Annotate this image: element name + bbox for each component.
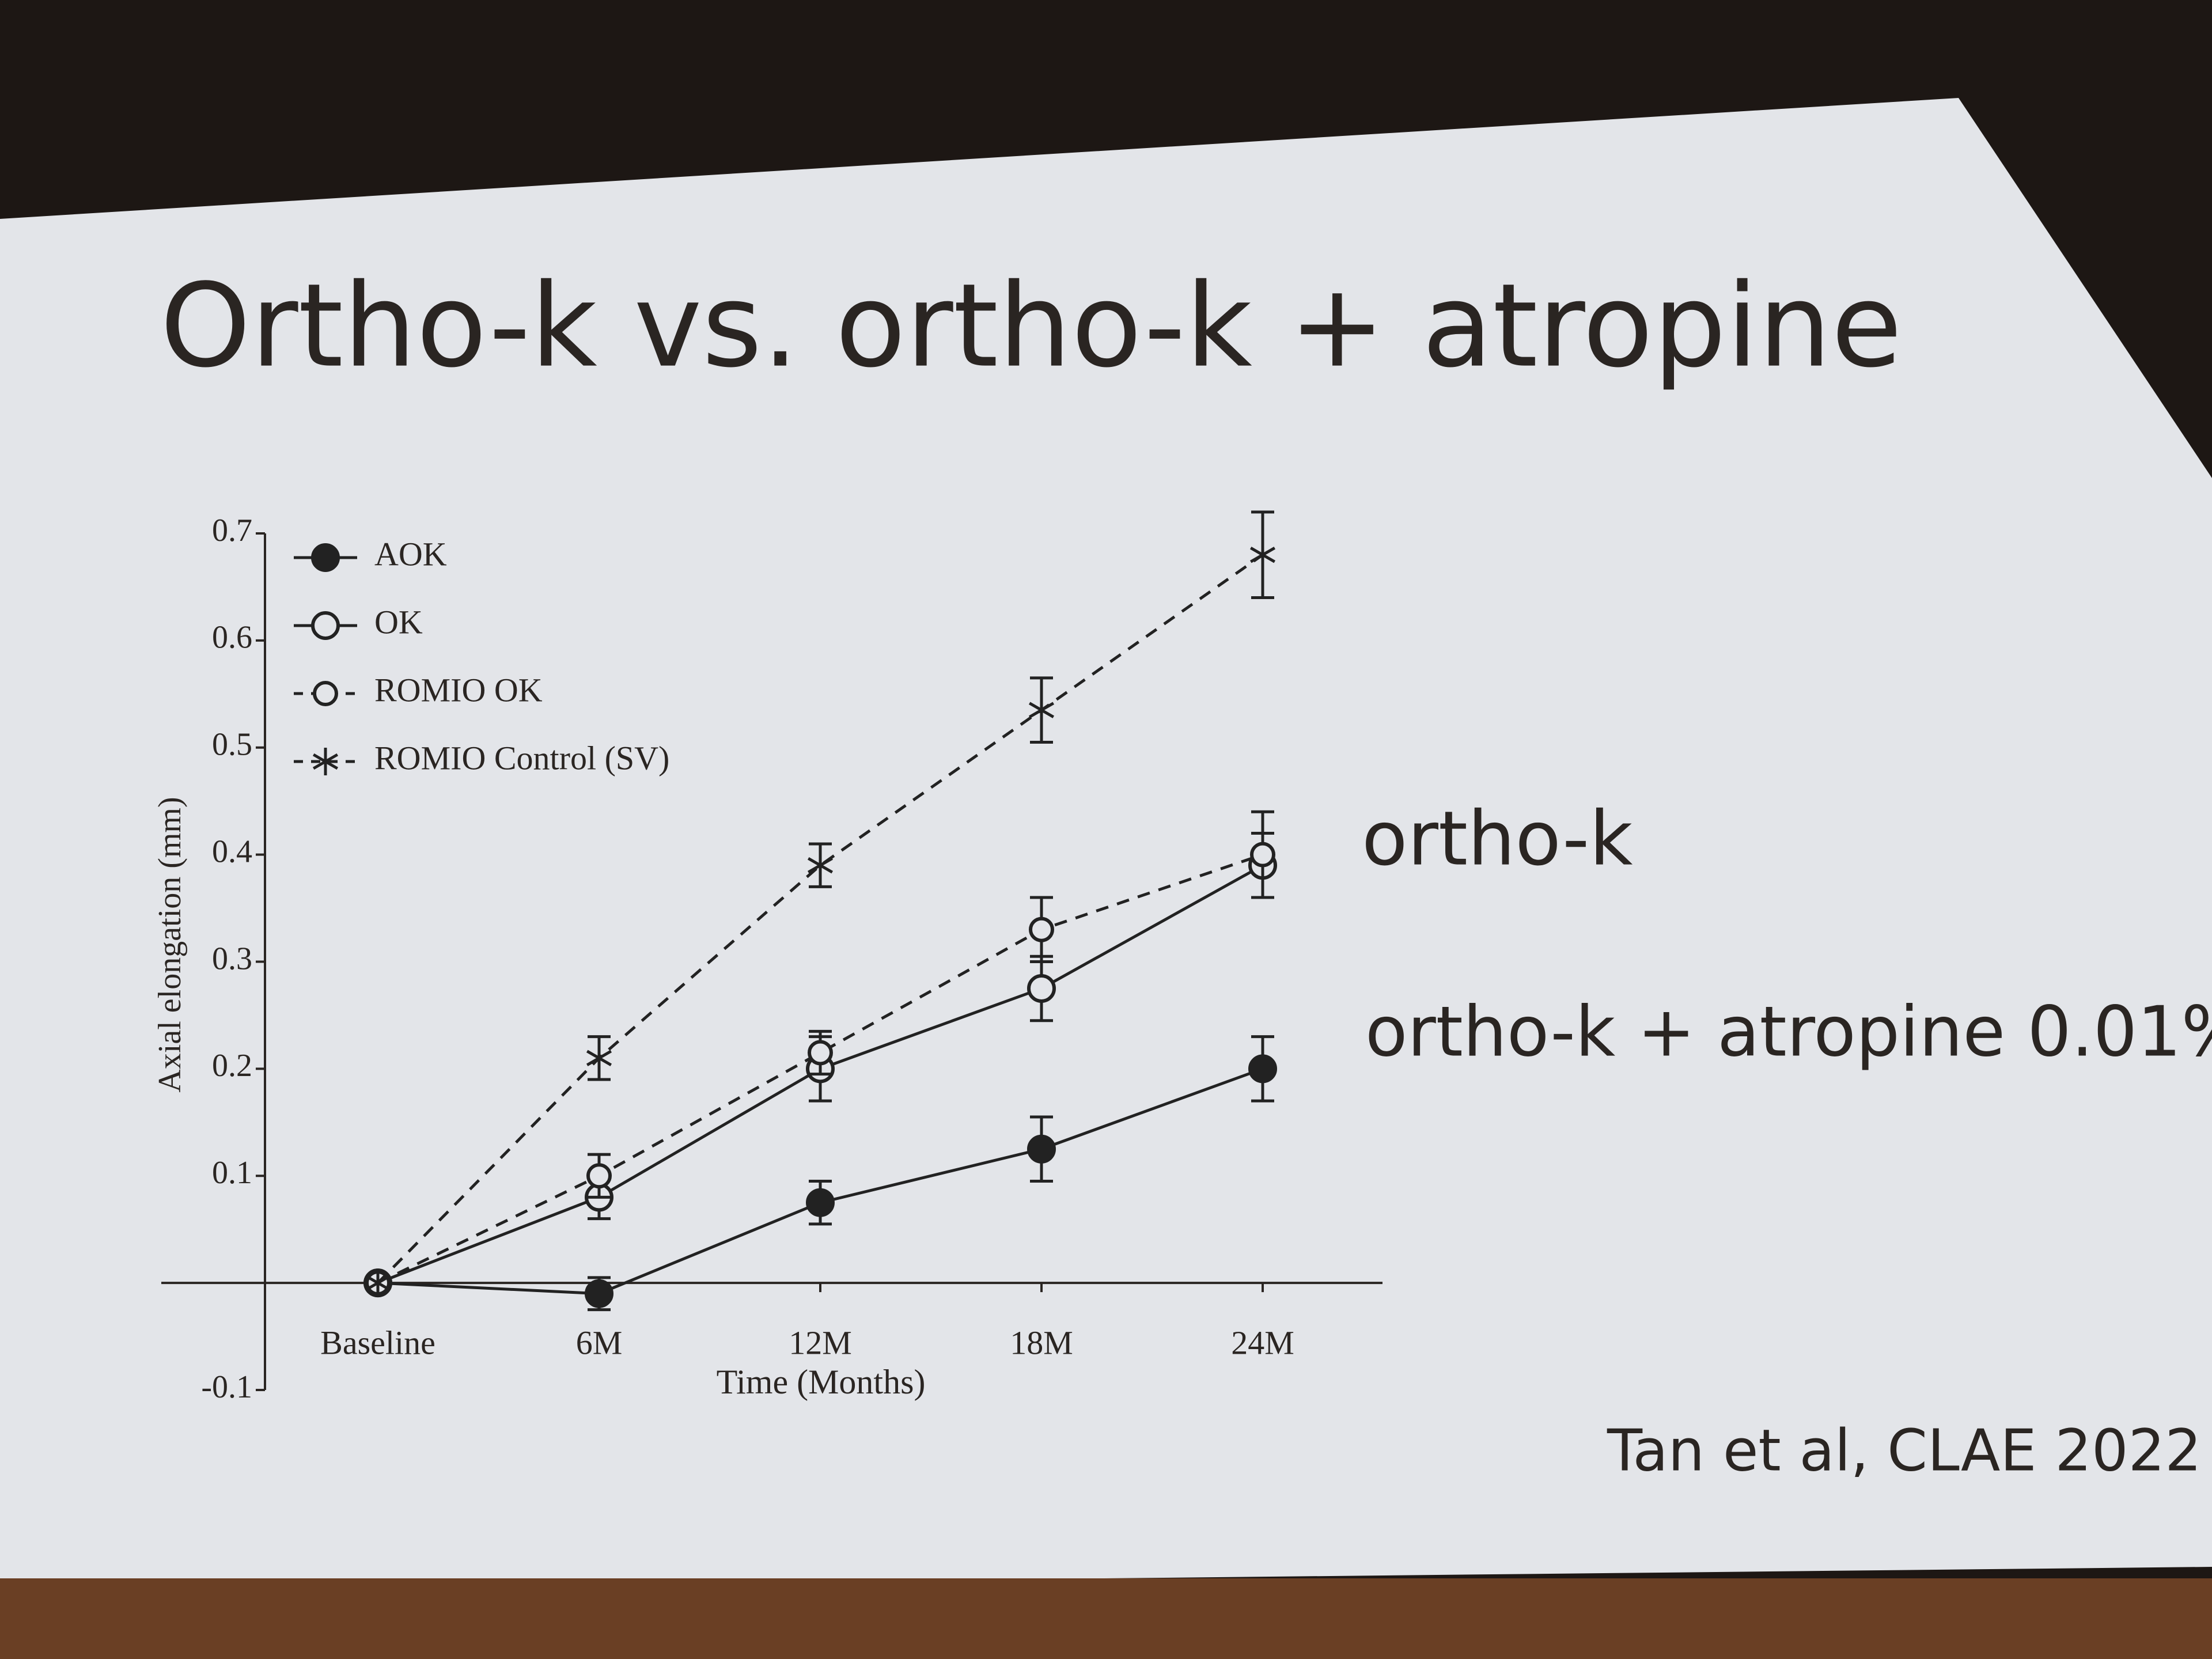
marker: [1028, 696, 1055, 724]
y-tick-label: 0.1: [212, 1155, 252, 1191]
legend-label: OK: [374, 603, 423, 641]
marker: [806, 1188, 835, 1217]
marker: [586, 1044, 612, 1072]
x-tick-label: 12M: [789, 1324, 852, 1361]
marker: [311, 543, 340, 572]
annotation: ortho-k: [1362, 795, 1633, 882]
marker: [1029, 916, 1054, 942]
marker: [808, 1040, 833, 1066]
series-line: [377, 554, 1264, 1284]
annotation: ortho-k + atropine 0.01%: [1365, 993, 2212, 1073]
marker: [1249, 541, 1276, 569]
y-tick-label: 0.5: [212, 727, 252, 763]
marker: [311, 611, 340, 640]
marker-stroke: [1028, 702, 1055, 718]
y-tick-label: 0.7: [212, 513, 252, 548]
legend-label: AOK: [374, 535, 447, 573]
marker: [313, 681, 338, 706]
y-tick-label: 0.2: [212, 1048, 252, 1084]
y-tick-label: 0.4: [212, 834, 252, 869]
marker-stroke: [807, 857, 834, 874]
y-tick-label: 0.3: [212, 941, 252, 976]
marker: [807, 851, 834, 880]
citation: Tan et al, CLAE 2022: [1607, 1416, 2202, 1484]
marker-stroke: [312, 753, 339, 770]
y-tick-label: 0.6: [212, 620, 252, 656]
x-tick-label: Baseline: [320, 1324, 435, 1361]
marker: [585, 1279, 613, 1308]
x-tick-label: 18M: [1010, 1324, 1073, 1361]
marker: [365, 1269, 391, 1297]
marker-stroke: [1249, 547, 1276, 563]
x-axis-label: Time (Months): [717, 1363, 926, 1401]
series-line: [377, 853, 1263, 1285]
chart-title: Ortho-k vs. ortho-k + atropine: [160, 259, 1902, 393]
slide: [0, 98, 2212, 1590]
marker: [1027, 974, 1056, 1003]
floor-band: [0, 1578, 2212, 1659]
marker: [1248, 1054, 1277, 1084]
marker-stroke: [365, 1274, 391, 1291]
marker: [1250, 842, 1275, 868]
marker: [1027, 1134, 1056, 1164]
legend-label: ROMIO OK: [374, 671, 543, 709]
x-tick-label: 6M: [576, 1324, 623, 1361]
x-tick-label: 24M: [1231, 1324, 1294, 1361]
marker: [312, 748, 339, 775]
legend-label: ROMIO Control (SV): [374, 739, 669, 777]
y-tick-label: -0.1: [201, 1369, 252, 1405]
marker-stroke: [586, 1050, 612, 1066]
y-axis-label: Axial elongation (mm): [152, 797, 188, 1092]
marker: [586, 1163, 612, 1189]
